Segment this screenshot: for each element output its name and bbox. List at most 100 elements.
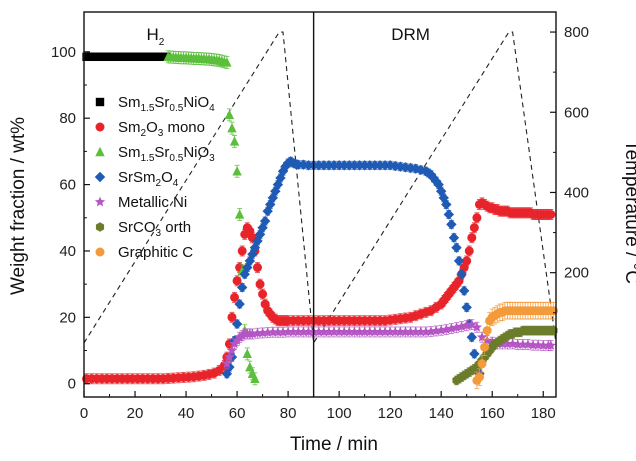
series-srsm2o4 — [221, 156, 485, 379]
y2-tick-label: 800 — [564, 24, 589, 41]
x-tick-label: 40 — [178, 405, 195, 422]
x-axis-title: Time / min — [290, 434, 378, 455]
data-point — [545, 340, 557, 350]
y2-tick-label: 600 — [564, 104, 589, 121]
data-point — [474, 372, 484, 382]
data-point — [428, 172, 439, 184]
legend-label: Sm1.5Sr0.5NiO3 — [118, 144, 215, 164]
data-point — [482, 326, 492, 336]
data-point — [229, 136, 240, 146]
x-tick-label: 20 — [127, 405, 144, 422]
data-point — [443, 209, 455, 220]
data-series — [82, 50, 558, 390]
data-point — [469, 348, 480, 360]
y2-axis-title: Temperature / °C — [621, 140, 636, 284]
x-tick-label: 0 — [80, 405, 88, 422]
data-point — [461, 302, 472, 313]
legend-label: Sm2O3 mono — [118, 119, 205, 139]
data-point — [245, 361, 255, 372]
data-point — [467, 233, 477, 243]
region-label: DRM — [391, 25, 430, 44]
y2-tick-label: 400 — [564, 184, 589, 201]
data-point — [234, 298, 245, 310]
legend-entry: Sm1.5Sr0.5NiO4 — [95, 94, 215, 114]
legend-entry: SrCO3 orth — [95, 219, 191, 239]
legend-marker — [95, 122, 105, 132]
legend-marker — [94, 196, 106, 207]
series-sm1-5sr0-5nio4 — [82, 52, 170, 62]
plot-frame — [83, 11, 557, 398]
legend-entry: Sm1.5Sr0.5NiO3 — [95, 144, 215, 164]
data-point — [250, 373, 260, 383]
data-point — [448, 232, 460, 243]
data-point — [458, 285, 470, 296]
y2-tick-label: 200 — [564, 265, 589, 282]
data-point — [477, 359, 487, 369]
legend-entry: Metallic Ni — [94, 194, 187, 211]
data-point — [230, 292, 240, 302]
series-graphitic-c — [472, 301, 558, 390]
legend-label: Sm1.5Sr0.5NiO4 — [118, 94, 215, 114]
temperature-line — [83, 31, 557, 345]
data-point — [469, 223, 479, 233]
legend-marker — [95, 247, 105, 257]
axes: H2 DRM 0 20 40 60 80 100 120 140 160 180 0 20 40 60 80 10… — [51, 11, 589, 422]
temperature-profile — [83, 31, 557, 345]
data-point — [259, 215, 271, 227]
data-point — [236, 282, 248, 293]
legend-label: Graphitic C — [118, 244, 193, 261]
data-point — [390, 160, 401, 172]
data-point — [466, 332, 478, 343]
data-point — [472, 213, 482, 223]
legend-marker — [94, 171, 106, 183]
x-tick-label: 160 — [480, 405, 505, 422]
data-point — [462, 256, 472, 266]
data-point — [226, 345, 238, 355]
data-point — [221, 368, 233, 379]
data-point — [480, 342, 490, 352]
y-axis-title: Weight fraction / wt% — [8, 117, 29, 295]
data-point — [222, 57, 232, 67]
x-tick-label: 60 — [229, 405, 246, 422]
data-point — [451, 242, 462, 253]
data-point — [507, 338, 518, 349]
series-sm2o3-mono — [82, 197, 556, 385]
data-point — [242, 348, 252, 359]
data-point — [464, 246, 474, 256]
data-point — [237, 246, 247, 256]
data-point — [252, 263, 262, 273]
data-point — [446, 219, 457, 230]
data-point — [258, 289, 268, 299]
data-point — [224, 351, 235, 362]
data-point — [471, 321, 483, 332]
data-point — [232, 276, 242, 286]
data-point — [275, 172, 286, 184]
region-label: H2 — [147, 25, 165, 48]
legend-marker — [95, 146, 105, 157]
legend-label: SrSm2O4 — [118, 169, 179, 189]
series-sm1-5sr0-5nio3 — [163, 50, 260, 386]
series-metallic-ni — [221, 319, 557, 370]
x-tick-label: 180 — [531, 405, 556, 422]
data-point — [232, 166, 242, 176]
legend-entry: Graphitic C — [95, 244, 193, 261]
data-point — [441, 199, 452, 210]
x-tick-label: 100 — [327, 405, 352, 422]
y-tick-label: 40 — [59, 243, 76, 260]
y-tick-label: 80 — [59, 110, 76, 127]
x-tick-label: 120 — [378, 405, 403, 422]
x-tick-label: 140 — [429, 405, 454, 422]
legend-marker — [95, 222, 105, 232]
data-point — [227, 312, 237, 322]
data-point — [456, 268, 467, 280]
x-tick-label: 80 — [280, 405, 297, 422]
data-point — [453, 255, 465, 267]
data-point — [227, 122, 237, 133]
y-tick-label: 20 — [59, 309, 76, 326]
data-point — [522, 339, 534, 349]
data-point — [255, 279, 265, 289]
data-point — [234, 209, 245, 219]
data-point — [224, 109, 235, 120]
data-point — [533, 339, 544, 350]
